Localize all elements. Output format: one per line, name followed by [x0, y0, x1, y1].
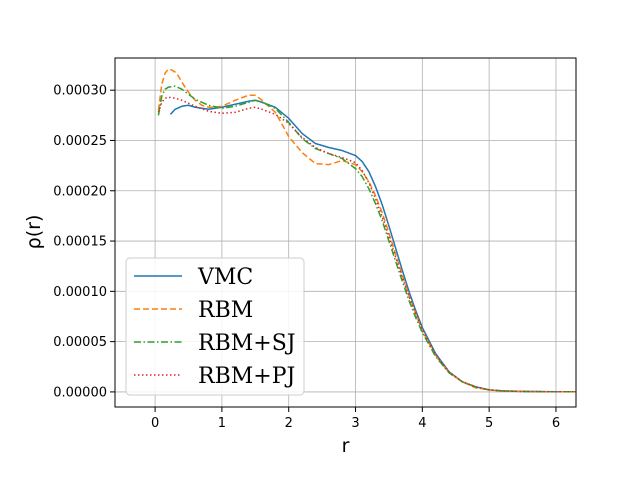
legend-box: [125, 257, 305, 396]
y-tick-label: 0.00025: [53, 134, 107, 149]
legend-label-2: RBM+SJ: [198, 331, 296, 356]
y-tick-label: 0.00015: [53, 235, 107, 250]
y-tick-label: 0.00000: [53, 385, 107, 400]
x-tick-label: 2: [285, 416, 293, 431]
legend-label-0: VMC: [197, 265, 253, 290]
x-axis-label: r: [342, 435, 350, 457]
y-tick-label: 0.00030: [53, 84, 107, 99]
series-line-3: [157, 96, 576, 393]
y-tick-label: 0.00010: [53, 285, 107, 300]
plot-area: [157, 68, 576, 393]
x-tick-label: 5: [485, 416, 493, 431]
x-tick-label: 6: [552, 416, 560, 431]
x-tick-label: 1: [218, 416, 226, 431]
y-tick-label: 0.00005: [53, 335, 107, 350]
x-tick-label: 4: [418, 416, 426, 431]
y-tick-label: 0.00020: [53, 184, 107, 199]
legend-label-3: RBM+PJ: [198, 364, 295, 389]
axes-frame: [114, 57, 577, 408]
x-tick-label: 0: [151, 416, 159, 431]
y-axis-label: ρ(r): [23, 215, 45, 250]
series-line-1: [157, 68, 576, 393]
legend: VMC RBM RBM+SJ RBM+PJ: [125, 257, 305, 396]
series-lines: [157, 68, 576, 393]
axis-ticks: 0 1 2 3 4 5 6 0.00000 0.00005 0.00010 0.00015 0.000…: [53, 84, 560, 431]
x-tick-label: 3: [351, 416, 359, 431]
legend-label-1: RBM: [198, 298, 253, 323]
